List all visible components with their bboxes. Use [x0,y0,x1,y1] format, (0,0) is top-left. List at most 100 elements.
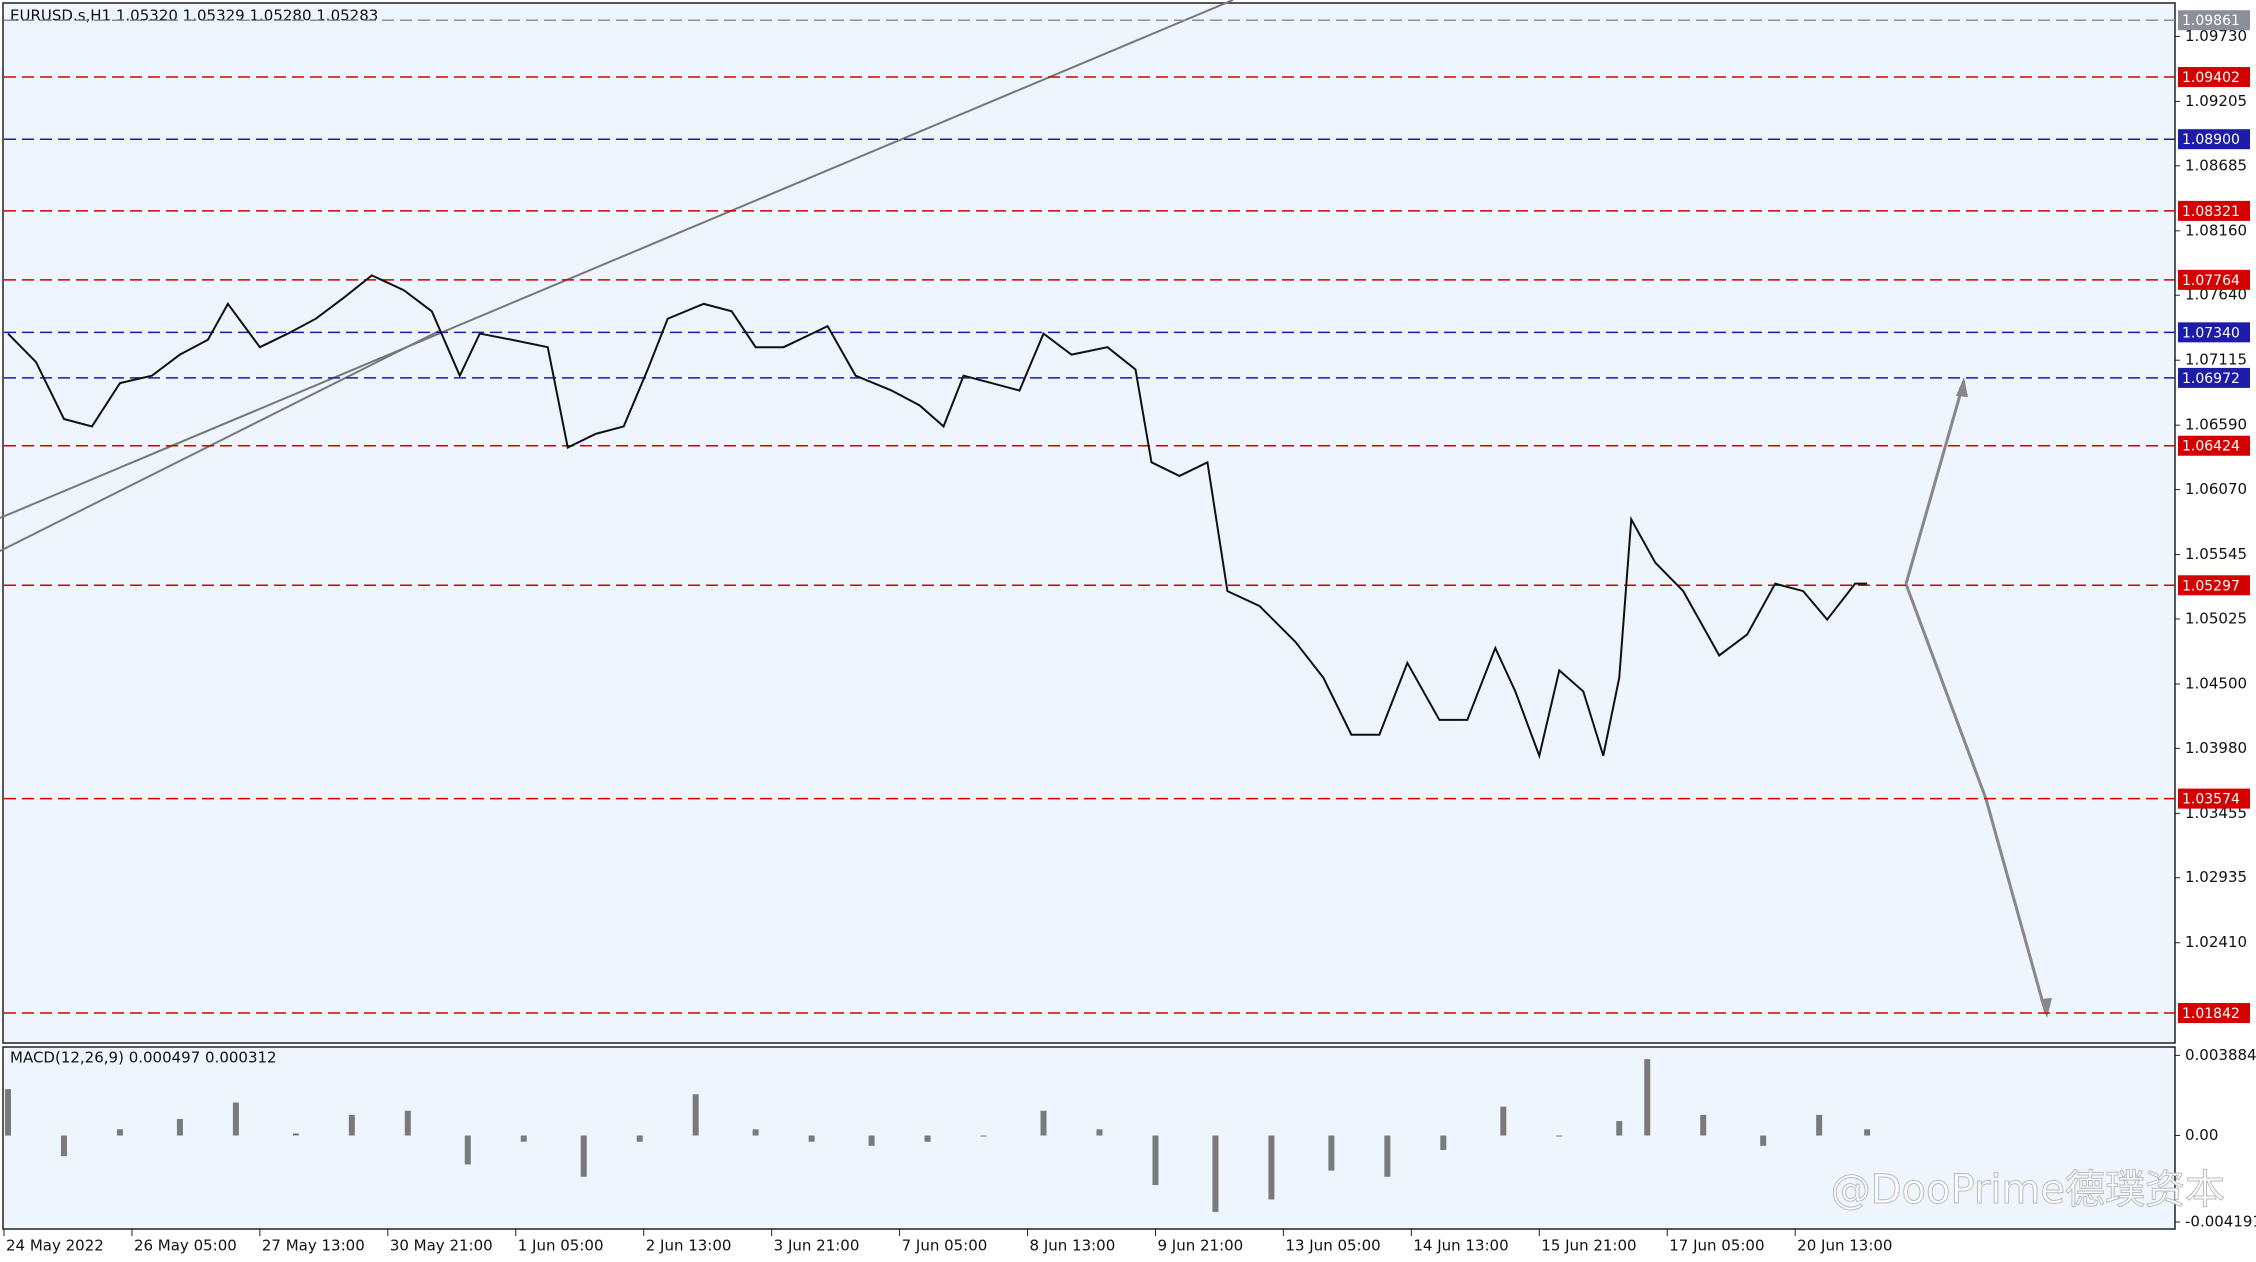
arrow-head [2040,998,2052,1018]
y-tick-label: 1.07640 [2185,286,2247,304]
y-tick-label: 0.00 [2185,1126,2218,1144]
y-tick-label: 1.03980 [2185,739,2247,757]
macd-bar [404,1110,411,1136]
level-label: 1.06972 [2182,371,2240,387]
level-label-box [2178,1003,2250,1024]
macd-bar [60,1135,67,1157]
level-label-box [2178,322,2250,343]
x-tick-label: 30 May 21:00 [390,1237,493,1255]
level-label-box [2178,575,2250,596]
level-label-box [2178,200,2250,221]
macd-bar [1328,1135,1335,1171]
chart-title: EURUSD.s,H1 1.05320 1.05329 1.05280 1.05… [10,7,378,25]
level-label: 1.08321 [2182,204,2240,220]
macd-bar [692,1094,699,1136]
x-tick-label: 2 Jun 13:00 [646,1237,732,1255]
level-label-box [2178,67,2250,88]
macd-bar [1152,1135,1159,1186]
macd-bar [176,1119,183,1136]
x-tick-label: 14 Jun 13:00 [1413,1237,1508,1255]
macd-bar [580,1135,587,1177]
x-tick-label: 1 Jun 05:00 [518,1237,604,1255]
y-tick-label: 1.09205 [2185,92,2247,110]
macd-bar [1500,1106,1507,1136]
price-line [7,274,1868,760]
level-label: 1.07340 [2182,325,2240,341]
macd-bar [1212,1135,1219,1212]
macd-bar [232,1102,239,1136]
macd-bar [636,1135,643,1142]
macd-bar [1760,1135,1767,1146]
level-label-box [2178,367,2250,388]
level-label: 1.06424 [2182,439,2240,455]
y-tick-label: 0.003884 [2185,1046,2256,1064]
macd-bar [1864,1129,1871,1136]
price-panel [2,2,2176,1044]
y-tick-label: 1.08685 [2185,156,2247,174]
macd-bar [868,1135,875,1146]
level-label-box [2178,10,2250,31]
x-tick-label: 20 Jun 13:00 [1797,1237,1892,1255]
level-label: 1.08900 [2182,132,2240,148]
macd-bar [1440,1135,1447,1150]
y-tick-label: 1.05545 [2185,545,2247,563]
level-label-box [2178,788,2250,809]
y-tick-label: 1.05025 [2185,609,2247,627]
level-label: 1.05297 [2182,578,2240,594]
level-label: 1.09861 [2182,13,2240,29]
x-tick-label: 17 Jun 05:00 [1669,1237,1764,1255]
macd-bar [1556,1135,1563,1137]
trend-line [0,330,440,552]
level-label: 1.01842 [2182,1006,2240,1022]
x-tick-label: 15 Jun 21:00 [1541,1237,1636,1255]
macd-bar [1040,1110,1047,1136]
projection-arrow [1904,380,1966,585]
x-tick-label: 9 Jun 21:00 [1157,1237,1243,1255]
macd-bar [1644,1059,1651,1136]
x-tick-label: 7 Jun 05:00 [902,1237,988,1255]
macd-bar [752,1129,759,1136]
macd-bar [924,1135,931,1142]
x-tick-label: 24 May 2022 [6,1237,104,1255]
level-label: 1.07764 [2182,273,2240,289]
macd-bar [808,1135,815,1142]
macd-panel [2,1046,2176,1230]
y-tick-label: 1.06070 [2185,480,2247,498]
watermark: @DooPrime德璞资本 [1831,1167,2225,1213]
x-tick-label: 26 May 05:00 [134,1237,237,1255]
y-tick-label: 1.04500 [2185,674,2247,692]
level-label-box [2178,129,2250,150]
level-label-box [2178,435,2250,456]
macd-bar [1384,1135,1391,1177]
macd-bar [464,1135,471,1165]
macd-bar [1096,1129,1103,1136]
x-tick-label: 3 Jun 21:00 [774,1237,860,1255]
y-tick-label: 1.02410 [2185,933,2247,951]
x-tick-label: 8 Jun 13:00 [1030,1237,1116,1255]
level-label-box [2178,269,2250,290]
y-tick-label: 1.02935 [2185,868,2247,886]
macd-bar [292,1133,299,1136]
x-tick-label: 27 May 13:00 [262,1237,365,1255]
level-label: 1.09402 [2182,70,2240,86]
macd-bar [1816,1114,1823,1136]
macd-bar [520,1135,527,1142]
y-tick-label: 1.06590 [2185,416,2247,434]
y-tick-label: 1.09730 [2185,27,2247,45]
trend-line [0,0,1234,519]
y-tick-label: -0.004191 [2185,1213,2256,1231]
arrow-head [1956,377,1968,397]
macd-bar [1700,1114,1707,1136]
y-tick-label: 1.07115 [2185,351,2247,369]
y-tick-label: 1.08160 [2185,221,2247,239]
level-label: 1.03574 [2182,792,2240,808]
x-tick-label: 13 Jun 05:00 [1285,1237,1380,1255]
macd-bar [1268,1135,1275,1200]
macd-bar [1616,1121,1623,1136]
macd-title: MACD(12,26,9) 0.000497 0.000312 [10,1049,277,1067]
macd-bar [980,1135,987,1137]
macd-bar [4,1089,11,1136]
macd-bar [348,1114,355,1136]
macd-bar [116,1129,123,1136]
